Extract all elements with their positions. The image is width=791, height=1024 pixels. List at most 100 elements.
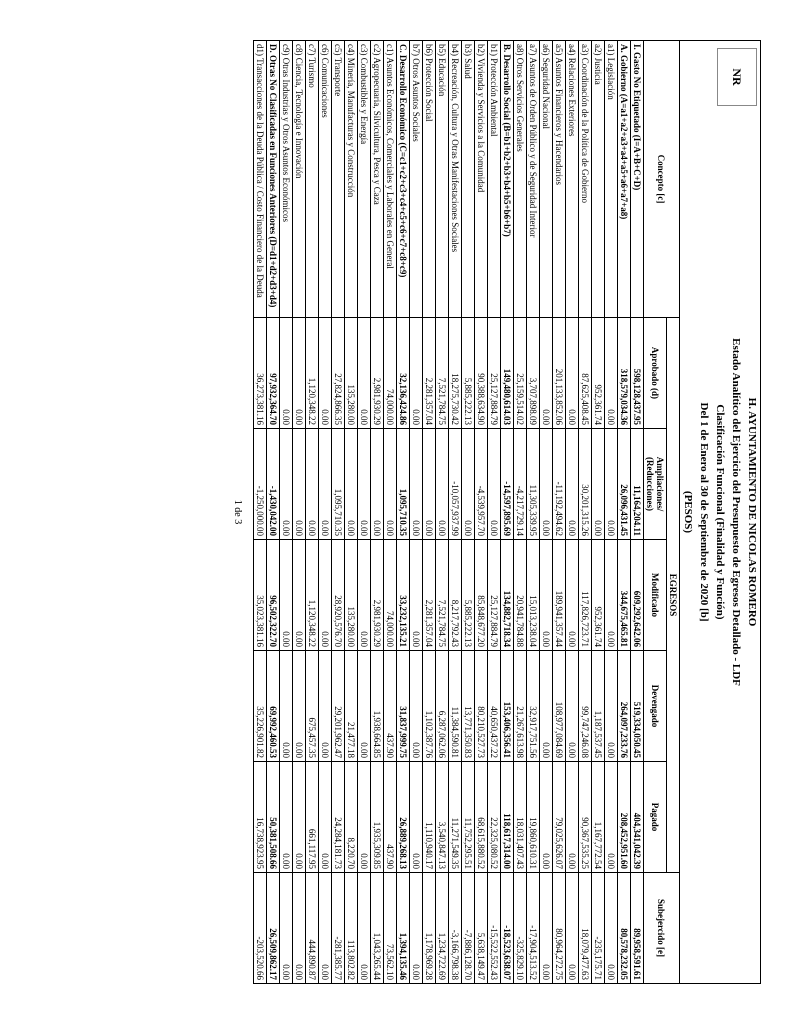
cell-concept: b5) Educación bbox=[436, 41, 449, 318]
cell-aprobado: 97,932,364.70 bbox=[267, 317, 280, 428]
header-line3: Clasificación Funcional (Finalidad y Fun… bbox=[712, 41, 728, 984]
cell-subejercido: -235,175.71 bbox=[592, 872, 605, 983]
header-line4: Del 1 de Enero al 30 de Septiembre de 20… bbox=[696, 41, 712, 984]
cell-concept: B. Desarrollo Social (B=b1+b2+b3+b4+b5+b… bbox=[501, 41, 514, 318]
cell-subejercido: -281,385.77 bbox=[332, 872, 345, 983]
cell-modificado: 0.00 bbox=[605, 539, 618, 650]
cell-pagado: 11,752,295.51 bbox=[462, 761, 475, 872]
cell-pagado: 0.00 bbox=[410, 761, 423, 872]
cell-devengado: 1,938,664.85 bbox=[371, 650, 384, 761]
cell-aprobado: 0.00 bbox=[540, 317, 553, 428]
cell-subejercido: -17,904,513.52 bbox=[527, 872, 540, 983]
cell-devengado: 0.00 bbox=[280, 650, 293, 761]
cell-modificado: 609,292,642.06 bbox=[631, 539, 644, 650]
cell-ampliaciones: -1,250,000.00 bbox=[254, 428, 267, 539]
cell-aprobado: 25,159,514.02 bbox=[514, 317, 527, 428]
cell-subejercido: -203,520.66 bbox=[254, 872, 267, 983]
cell-devengado: 0.00 bbox=[605, 650, 618, 761]
cell-modificado: 5,885,222.13 bbox=[462, 539, 475, 650]
table-row: c5) Transporte27,824,866.351,095,710.352… bbox=[332, 41, 345, 984]
table-row: B. Desarrollo Social (B=b1+b2+b3+b4+b5+b… bbox=[501, 41, 514, 984]
cell-pagado: 24,284,181.73 bbox=[332, 761, 345, 872]
cell-devengado: 0.00 bbox=[410, 650, 423, 761]
table-row: a5) Asuntos Financieros y Hacendarios201… bbox=[553, 41, 566, 984]
cell-subejercido: 1,043,265.44 bbox=[371, 872, 384, 983]
table-row: b6) Protección Social2,281,357.040.002,2… bbox=[423, 41, 436, 984]
cell-modificado: 0.00 bbox=[280, 539, 293, 650]
col-concepto: Concepto [c] bbox=[644, 41, 680, 318]
cell-concept: b3) Salud bbox=[462, 41, 475, 318]
cell-subejercido: 0.00 bbox=[410, 872, 423, 983]
cell-devengado: 31,837,999.75 bbox=[397, 650, 410, 761]
cell-ampliaciones: 11,305,339.95 bbox=[527, 428, 540, 539]
cell-aprobado: 25,127,884.79 bbox=[488, 317, 501, 428]
cell-devengado: 519,334,050.45 bbox=[631, 650, 644, 761]
cell-devengado: 99,747,246.08 bbox=[579, 650, 592, 761]
cell-aprobado: 90,388,634.90 bbox=[475, 317, 488, 428]
cell-devengado: 69,992,460.53 bbox=[267, 650, 280, 761]
cell-modificado: 1,120,348.22 bbox=[306, 539, 319, 650]
cell-aprobado: 0.00 bbox=[280, 317, 293, 428]
cell-modificado: 96,502,322.70 bbox=[267, 539, 280, 650]
cell-concept: c2) Agropecuaria, Silvicultura, Pesca y … bbox=[371, 41, 384, 318]
cell-concept: c6) Comunicaciones bbox=[319, 41, 332, 318]
cell-ampliaciones: 1,095,710.35 bbox=[332, 428, 345, 539]
table-row: c4) Minería, Manufacturas y Construcción… bbox=[345, 41, 358, 984]
cell-modificado: 25,127,884.79 bbox=[488, 539, 501, 650]
cell-pagado: 0.00 bbox=[566, 761, 579, 872]
col-egresos: EGRESOS bbox=[667, 317, 680, 872]
table-row: A. Gobierno (A=a1+a2+a3+a4+a5+a6+a7+a8)3… bbox=[618, 41, 631, 984]
cell-devengado: 0.00 bbox=[293, 650, 306, 761]
cell-devengado: 13,771,350.83 bbox=[462, 650, 475, 761]
cell-ampliaciones: 0.00 bbox=[384, 428, 397, 539]
cell-ampliaciones: 11,164,204.11 bbox=[631, 428, 644, 539]
cell-devengado: 0.00 bbox=[319, 650, 332, 761]
cell-ampliaciones: 1,095,710.35 bbox=[397, 428, 410, 539]
cell-concept: a6) Seguridad Nacional bbox=[540, 41, 553, 318]
cell-ampliaciones: -10,057,937.99 bbox=[449, 428, 462, 539]
col-devengado: Devengado bbox=[644, 650, 667, 761]
cell-ampliaciones: 26,096,431.45 bbox=[618, 428, 631, 539]
cell-subejercido: -7,886,128.70 bbox=[462, 872, 475, 983]
cell-pagado: 16,738,923.95 bbox=[254, 761, 267, 872]
cell-pagado: 0.00 bbox=[293, 761, 306, 872]
cell-aprobado: 318,579,034.36 bbox=[618, 317, 631, 428]
table-row: c8) Ciencia, Tecnología e Innovación0.00… bbox=[293, 41, 306, 984]
cell-pagado: 404,341,042.39 bbox=[631, 761, 644, 872]
cell-devengado: 264,097,233.76 bbox=[618, 650, 631, 761]
col-subejercido: Subejercido [e] bbox=[644, 872, 680, 983]
cell-aprobado: 74,000.00 bbox=[384, 317, 397, 428]
cell-subejercido: 73,562.10 bbox=[384, 872, 397, 983]
cell-subejercido: 26,509,862.17 bbox=[267, 872, 280, 983]
col-aprobado: Aprobado (d) bbox=[644, 317, 667, 428]
cell-pagado: 1,167,772.54 bbox=[592, 761, 605, 872]
cell-modificado: 85,848,677.20 bbox=[475, 539, 488, 650]
cell-ampliaciones: 0.00 bbox=[436, 428, 449, 539]
cell-devengado: 21,477.18 bbox=[345, 650, 358, 761]
cell-ampliaciones: 0.00 bbox=[566, 428, 579, 539]
cell-pagado: 79,025,626.07 bbox=[553, 761, 566, 872]
cell-pagado: 26,889,268.13 bbox=[397, 761, 410, 872]
cell-devengado: 0.00 bbox=[566, 650, 579, 761]
cell-concept: c8) Ciencia, Tecnología e Innovación bbox=[293, 41, 306, 318]
cell-subejercido: 89,958,591.61 bbox=[631, 872, 644, 983]
cell-ampliaciones: -1,430,042.00 bbox=[267, 428, 280, 539]
cell-aprobado: 0.00 bbox=[293, 317, 306, 428]
cell-concept: a4) Relaciones Exteriores bbox=[566, 41, 579, 318]
cell-aprobado: 0.00 bbox=[605, 317, 618, 428]
table-row: b4) Recreación, Cultura y Otras Manifest… bbox=[449, 41, 462, 984]
cell-modificado: 28,920,576.70 bbox=[332, 539, 345, 650]
cell-pagado: 18,031,407.43 bbox=[514, 761, 527, 872]
table-row: D. Otras No Clasificadas en Funciones An… bbox=[267, 41, 280, 984]
cell-devengado: 1,187,537.45 bbox=[592, 650, 605, 761]
cell-aprobado: 36,273,381.16 bbox=[254, 317, 267, 428]
cell-devengado: 0.00 bbox=[540, 650, 553, 761]
cell-concept: b1) Protección Ambiental bbox=[488, 41, 501, 318]
cell-modificado: 135,280.00 bbox=[345, 539, 358, 650]
page-footer: 1 de 3 bbox=[232, 40, 243, 984]
cell-subejercido: 0.00 bbox=[358, 872, 371, 983]
cell-aprobado: 149,480,614.03 bbox=[501, 317, 514, 428]
cell-pagado: 0.00 bbox=[280, 761, 293, 872]
cell-ampliaciones: 30,201,315.26 bbox=[579, 428, 592, 539]
cell-pagado: 11,271,549.35 bbox=[449, 761, 462, 872]
